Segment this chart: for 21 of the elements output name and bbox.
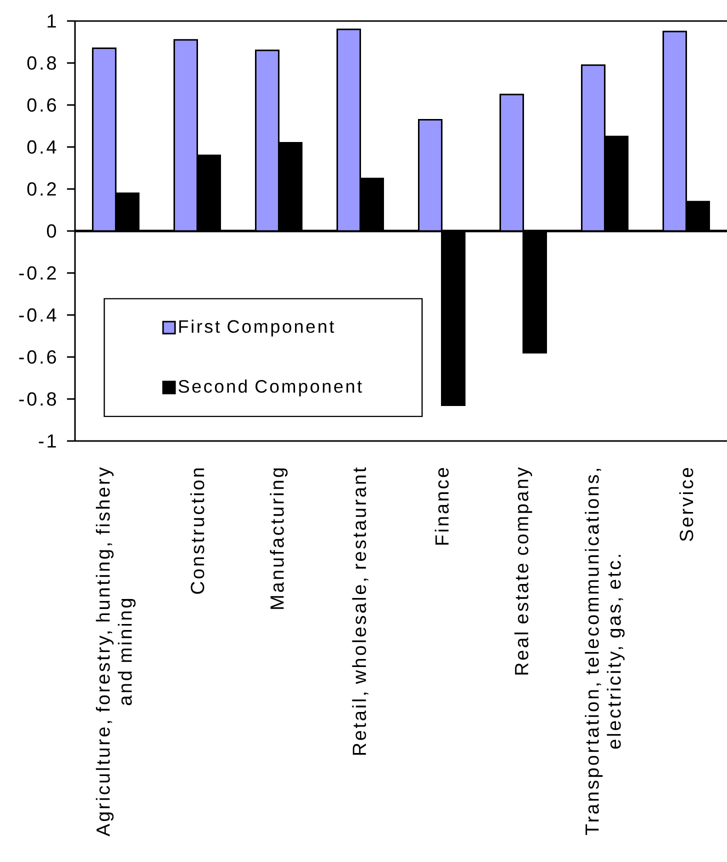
y-tick-label: 0.2 bbox=[27, 182, 56, 196]
y-tick-label: -0.8 bbox=[19, 392, 56, 406]
y-tick-label: -1 bbox=[38, 434, 56, 448]
legend-label: First Component bbox=[179, 320, 334, 336]
y-tick-label: 0.4 bbox=[27, 140, 56, 154]
y-tick-label: -0.4 bbox=[19, 308, 56, 322]
y-tick-label: 0.6 bbox=[27, 98, 56, 112]
y-tick-label: 0 bbox=[46, 224, 56, 238]
x-tick-label: Service bbox=[679, 468, 694, 542]
x-tick-label: Finance bbox=[434, 468, 449, 545]
y-tick-label: 1 bbox=[48, 14, 56, 28]
x-tick-label: Agriculture, forestry, hunting, fishery and mining bbox=[96, 467, 136, 836]
y-tick-label: 0.8 bbox=[27, 56, 56, 70]
legend-label: Second Component bbox=[178, 380, 362, 396]
x-tick-label: Retail, wholesale, restaurant bbox=[352, 467, 368, 755]
x-tick-label: Construction bbox=[190, 468, 204, 594]
x-tick-label: Real estate company bbox=[514, 467, 532, 675]
y-tick-label: -0.2 bbox=[19, 266, 56, 280]
x-tick-label: Manufacturing bbox=[270, 468, 288, 609]
y-tick-label: -0.6 bbox=[19, 350, 56, 364]
x-tick-label: Transportation, telecommunications, electricity, gas, etc. bbox=[584, 468, 625, 836]
